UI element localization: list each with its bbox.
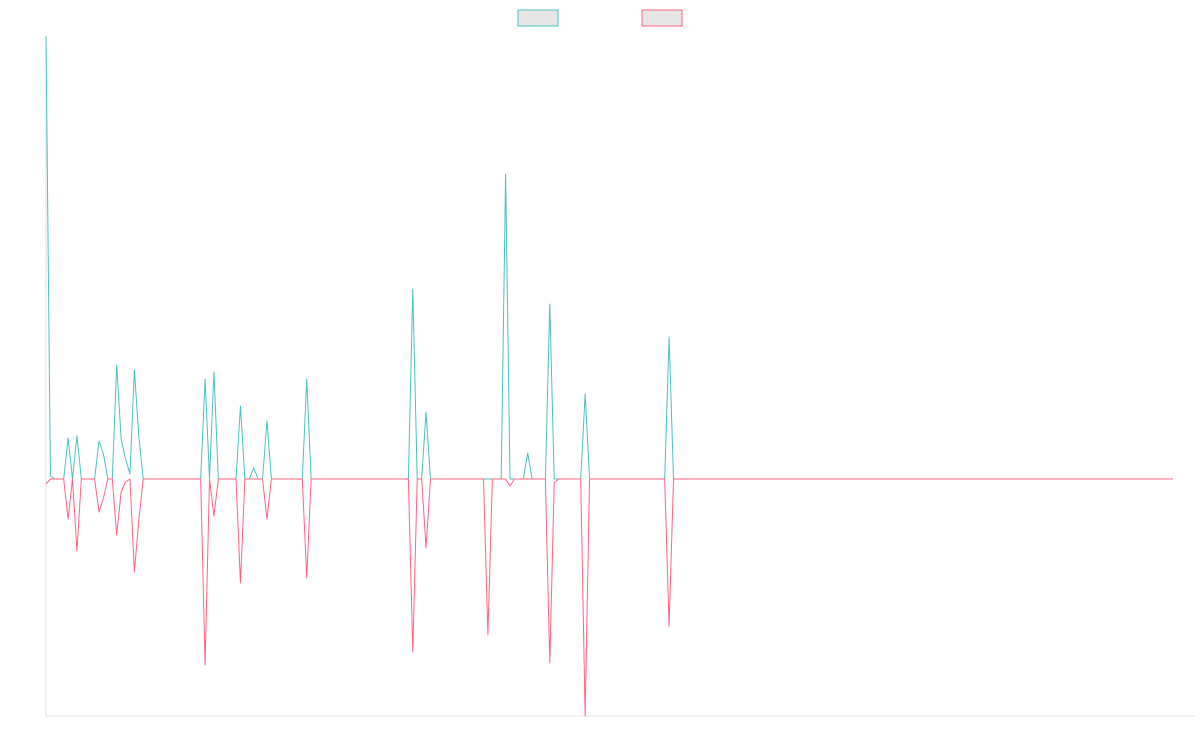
series-line	[45, 35, 1173, 480]
legend-swatch	[641, 9, 683, 27]
legend-swatch	[517, 9, 559, 27]
series-line	[45, 478, 1173, 717]
